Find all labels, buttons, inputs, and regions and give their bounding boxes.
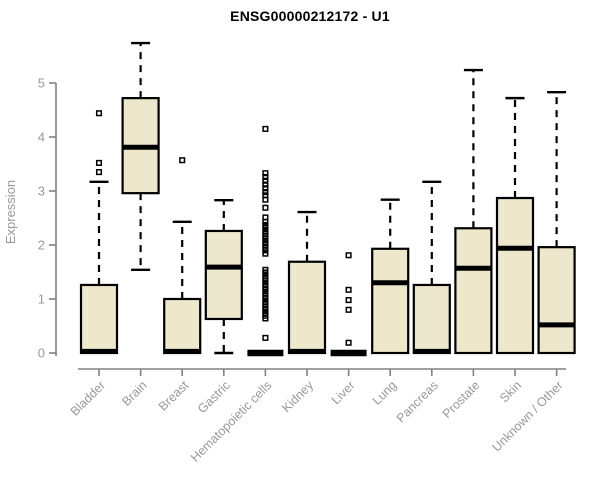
box-lung xyxy=(371,198,410,355)
iqr-box xyxy=(287,260,327,355)
y-tick-label: 0 xyxy=(38,346,45,361)
outlier-point xyxy=(262,173,269,181)
outlier-point xyxy=(345,286,352,293)
outlier-point xyxy=(262,181,269,188)
y-tick-label: 1 xyxy=(38,292,45,307)
x-tick-label: Unknown / Other xyxy=(489,378,565,454)
x-tick-label: Gastric xyxy=(195,378,233,416)
x-tick-label: Kidney xyxy=(279,378,316,415)
outlier-point xyxy=(179,157,186,164)
outlier-point xyxy=(262,315,269,322)
iqr-box xyxy=(495,196,535,355)
outlier-point xyxy=(262,247,269,254)
box-prostate xyxy=(454,68,493,355)
outlier-point xyxy=(95,159,103,166)
outlier-point xyxy=(262,334,269,341)
iqr-box xyxy=(204,229,243,321)
outlier-point xyxy=(262,286,269,293)
x-tick-label: Lung xyxy=(370,378,400,408)
outlier-point xyxy=(345,306,352,313)
y-tick-label: 4 xyxy=(38,130,45,145)
outlier-point xyxy=(345,339,352,346)
x-tick-label: Breast xyxy=(156,378,192,414)
box-brain xyxy=(121,41,160,272)
x-tick-label: Skin xyxy=(497,378,524,405)
outlier-point xyxy=(345,297,352,304)
box-breast xyxy=(163,157,202,355)
x-tick-label: Liver xyxy=(329,378,358,407)
iqr-box xyxy=(537,246,576,355)
box-kidney xyxy=(287,210,327,355)
outlier-point xyxy=(262,250,269,257)
box-unknown-other xyxy=(537,90,576,355)
outlier-point xyxy=(262,224,269,231)
y-tick-label: 3 xyxy=(38,184,45,199)
outlier-point xyxy=(95,110,103,117)
outlier-point xyxy=(262,269,269,276)
outlier-point xyxy=(262,170,269,177)
chart-title: ENSG00000212172 - U1 xyxy=(230,8,390,24)
outlier-point xyxy=(262,295,269,302)
outlier-point xyxy=(262,306,269,313)
box-gastric xyxy=(204,198,243,355)
x-tick-label: Bladder xyxy=(68,378,108,418)
x-tick-label: Hematopoietic cells xyxy=(188,378,275,465)
iqr-box xyxy=(371,247,410,355)
iqr-box xyxy=(412,283,451,355)
iqr-box xyxy=(454,227,493,355)
box-bladder xyxy=(79,110,119,355)
outlier-point xyxy=(345,252,352,259)
outlier-point xyxy=(262,185,269,192)
y-tick-label: 5 xyxy=(38,76,45,91)
y-tick-label: 2 xyxy=(38,238,45,253)
outlier-point xyxy=(262,177,269,184)
box-pancreas xyxy=(412,180,451,355)
outlier-point xyxy=(262,218,269,225)
x-tick-label: Brain xyxy=(119,378,150,409)
x-tick-label: Pancreas xyxy=(394,378,441,425)
outlier-point xyxy=(95,169,103,176)
outlier-point xyxy=(262,278,269,285)
outlier-point xyxy=(262,196,269,203)
outlier-point xyxy=(262,125,269,132)
iqr-box xyxy=(79,283,119,355)
outlier-point xyxy=(262,236,269,243)
box-liver xyxy=(330,252,367,357)
box-hematopoietic-cells xyxy=(247,125,284,357)
outlier-point xyxy=(262,204,269,211)
x-tick-label: Prostate xyxy=(440,378,483,421)
outlier-point xyxy=(262,189,269,196)
iqr-box xyxy=(163,297,202,355)
box-skin xyxy=(495,96,535,355)
